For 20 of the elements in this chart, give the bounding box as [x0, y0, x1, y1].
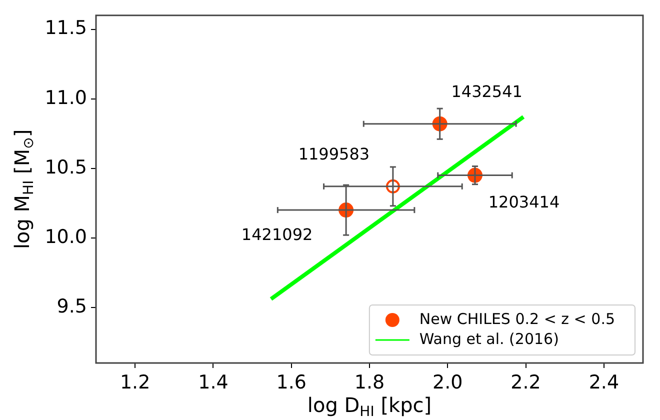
x-tick-label: 1.4	[198, 371, 228, 394]
y-tick-label: 10.0	[44, 226, 87, 248]
annotation: 1199583	[298, 144, 370, 164]
point	[386, 179, 400, 194]
y-tick-label: 10.5	[44, 156, 87, 178]
x-tick-label: 2.4	[588, 371, 620, 394]
y-tick-label: 9.5	[56, 295, 87, 318]
y-axis-title: log MHI [M⊙]	[10, 129, 37, 250]
x-tick-label: 1.6	[276, 371, 306, 394]
x-tick-label: 1.2	[120, 371, 150, 394]
annotation: 1203414	[488, 192, 560, 212]
annotation: 1421092	[241, 225, 313, 244]
legend-label: Wang et al. (2016)	[419, 330, 559, 348]
legend-label: New CHILES 0.2 < z < 0.5	[419, 310, 616, 328]
y-tick-label: 11.0	[44, 86, 87, 109]
x-tick-label: 2.2	[510, 371, 541, 394]
y-tick-label: 11.5	[44, 17, 87, 40]
x-tick-label: 1.8	[354, 371, 385, 394]
x-tick-label: 2.0	[432, 371, 463, 394]
annotation: 1432541	[451, 82, 522, 102]
